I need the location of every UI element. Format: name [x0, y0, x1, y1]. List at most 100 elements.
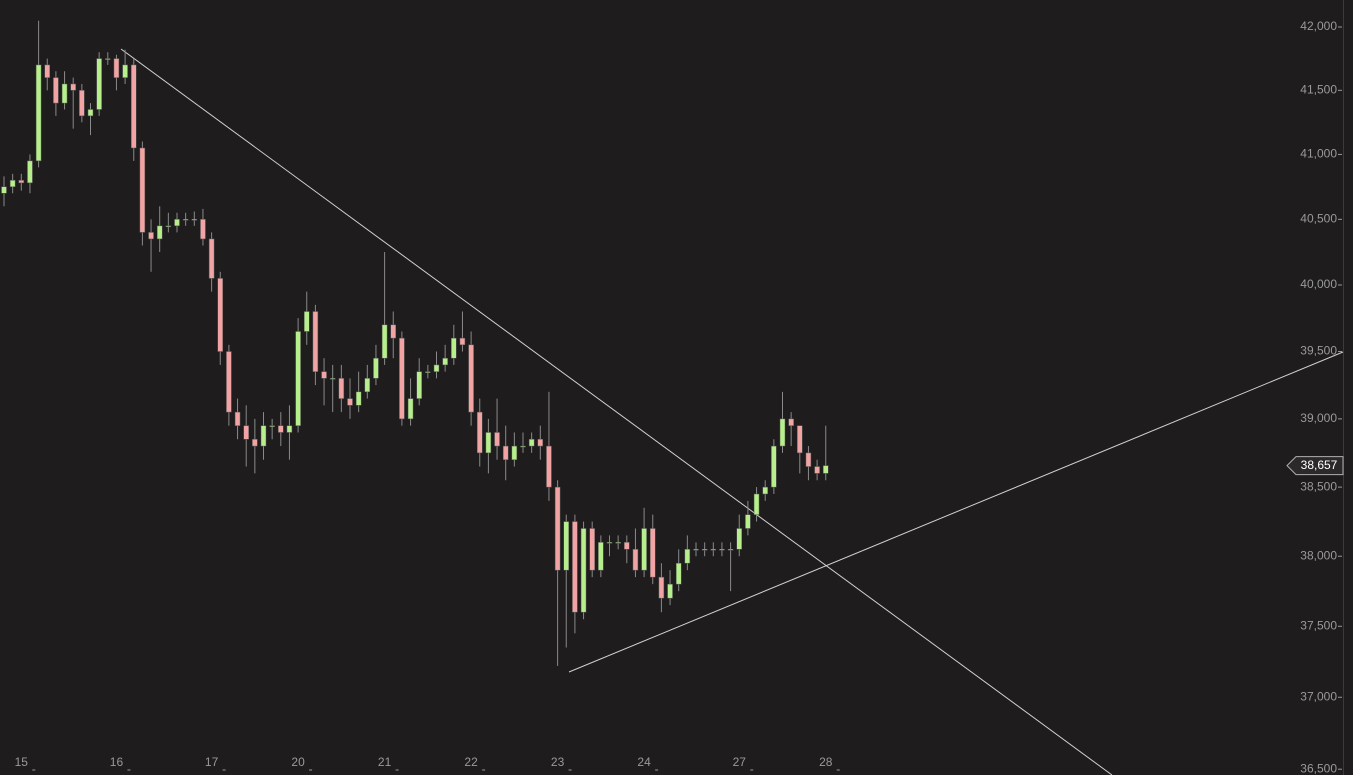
candle-body [693, 549, 699, 551]
candle-body [113, 58, 120, 78]
candle-body [61, 83, 68, 104]
x-tick-label: 15 [15, 755, 29, 769]
candle-body [338, 378, 345, 399]
candles [1, 20, 829, 666]
candle-body [667, 583, 673, 599]
last-price-label: 38,657 [1301, 458, 1338, 472]
candle-body [87, 109, 94, 117]
candle-body [477, 411, 483, 454]
candle-body [269, 425, 275, 427]
candle-body [468, 344, 474, 413]
candle-body [710, 549, 717, 551]
candle-body [753, 493, 760, 515]
y-tick-label: 38,500 [1300, 479, 1337, 493]
candle-body [321, 371, 327, 379]
candle-body [451, 337, 457, 359]
candle-body [598, 542, 604, 571]
x-tick-label: 20 [291, 755, 305, 769]
candle-body [572, 521, 578, 613]
x-tick-label: 16 [110, 755, 124, 769]
y-tick-label: 39,000 [1300, 411, 1337, 425]
candle-body [675, 562, 682, 585]
last-price-tag [1286, 456, 1344, 476]
y-tick-label: 37,000 [1300, 689, 1337, 703]
candle-body [53, 77, 59, 104]
candle-body [234, 411, 241, 426]
candle-body [165, 225, 172, 228]
candle-body [278, 425, 284, 433]
candle-body [416, 371, 422, 399]
candle-body [554, 486, 561, 571]
candle-body [779, 418, 786, 447]
x-tick-label: 28 [819, 755, 833, 769]
candle-body [814, 466, 820, 474]
candle-body [243, 425, 249, 440]
candle-body [252, 439, 258, 447]
candle-body [191, 219, 198, 221]
candle-body [131, 64, 137, 149]
candle-body [9, 180, 16, 188]
candle-body [762, 486, 768, 495]
candle-body [1, 186, 7, 194]
x-tick-label: 22 [464, 755, 478, 769]
y-tick-label: 41,000 [1300, 147, 1337, 161]
candle-body [399, 337, 405, 420]
candle-body [105, 58, 111, 60]
candle-body [563, 521, 569, 571]
candle-body [122, 64, 128, 78]
candle-body [615, 542, 621, 544]
candle-body [823, 465, 829, 474]
candle-body [589, 528, 595, 571]
candle-body [226, 351, 232, 413]
y-tick-label: 40,500 [1300, 211, 1337, 225]
candle-body [719, 549, 725, 551]
candle-body [425, 371, 431, 373]
candle-body [381, 324, 388, 359]
candle-body [156, 225, 163, 240]
trend-line [120, 48, 1113, 775]
candle-body [373, 357, 379, 379]
candle-body [347, 398, 353, 406]
candle-body [79, 90, 85, 117]
candle-body [407, 398, 414, 420]
candle-body [745, 514, 751, 529]
x-tick-label: 27 [733, 755, 747, 769]
candle-body [286, 425, 293, 433]
candle-body [70, 83, 76, 91]
candle-body [546, 445, 552, 488]
candle-body [182, 219, 189, 221]
y-tick-label: 38,000 [1300, 548, 1337, 562]
candle-body [312, 311, 319, 372]
candle-body [528, 439, 535, 447]
axes: 42,000 41,500 41,000 40,500 40,000 39,500 39,0… [15, 19, 1344, 775]
candle-body [200, 219, 206, 240]
candle-body [641, 528, 647, 571]
candle-body [390, 324, 396, 339]
candle-body [658, 576, 665, 599]
candle-body [44, 64, 50, 78]
candle-body [433, 364, 440, 372]
y-tick-label: 37,500 [1300, 618, 1337, 632]
candle-body [624, 542, 630, 550]
candle-body [295, 331, 301, 426]
candle-body [580, 528, 587, 613]
candle-body [797, 425, 803, 454]
trend-line [568, 351, 1344, 673]
candle-body [805, 452, 812, 467]
candle-body [701, 549, 708, 551]
candle-body [35, 64, 42, 162]
candle-body [502, 445, 509, 460]
candle-body [632, 549, 639, 571]
candle-body [364, 378, 371, 393]
y-tick-label: 40,000 [1300, 277, 1337, 291]
candle-body [684, 549, 691, 564]
candle-body [208, 238, 215, 279]
x-tick-label: 23 [551, 755, 565, 769]
candle-body [494, 432, 500, 447]
candle-body [27, 160, 33, 184]
candle-body [606, 542, 613, 544]
x-tick-label: 21 [378, 755, 392, 769]
candle-body [174, 219, 180, 227]
